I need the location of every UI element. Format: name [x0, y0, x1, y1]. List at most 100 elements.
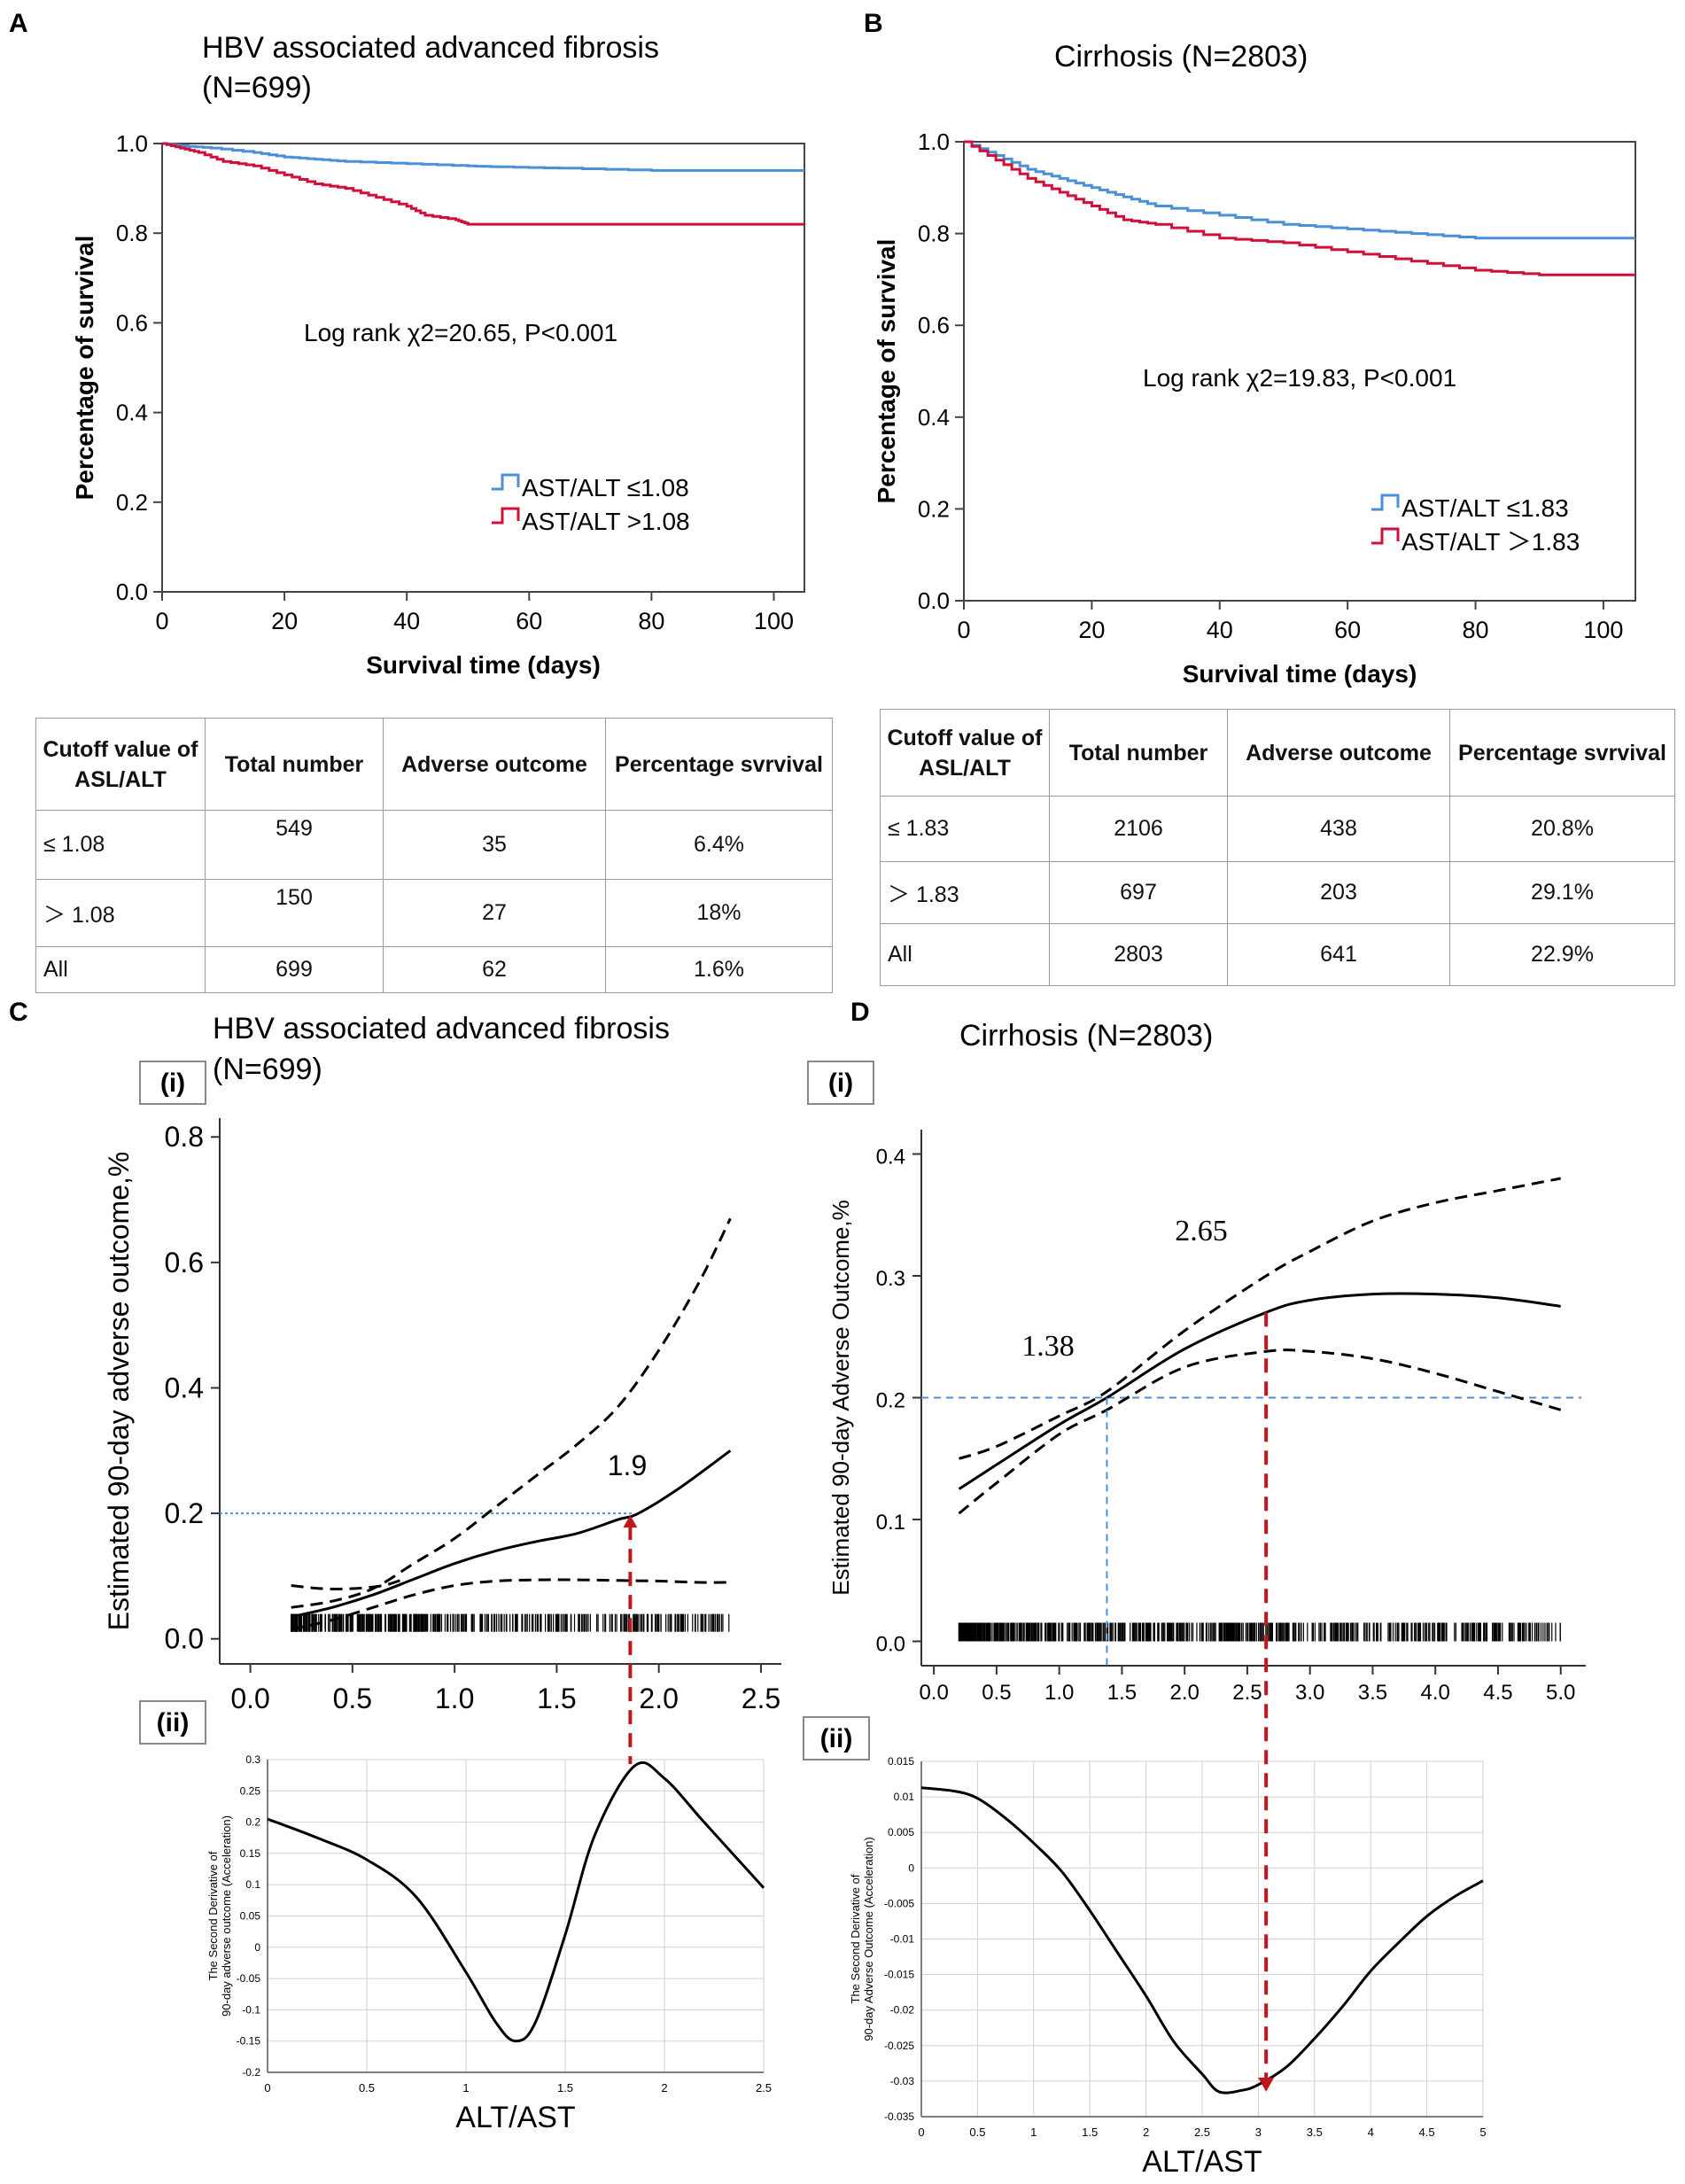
table-row: ≤ 1.08 549 35 6.4%	[35, 810, 833, 880]
x-tick-label: 2	[661, 2081, 667, 2095]
table-row: All 2803 641 22.9%	[880, 923, 1675, 986]
sub-label-c-ii: (ii)	[139, 1700, 206, 1745]
x-tick-label: 2.5	[742, 1683, 780, 1714]
x-tick-label: 4.5	[1483, 1681, 1512, 1705]
y-tick-label: 0.2	[165, 1497, 204, 1529]
sub-label-d-ii-text: (ii)	[820, 1724, 853, 1753]
x-tick-label: 0	[155, 608, 168, 634]
sub-label-c-i: (i)	[139, 1061, 206, 1105]
x-tick-label: 0.5	[359, 2081, 375, 2095]
y-tick-label: 0.4	[116, 400, 148, 426]
panel-a-title-line1: HBV associated advanced fibrosis	[202, 31, 659, 65]
table-cell: 6.4%	[605, 810, 833, 880]
x-tick-label: 0.0	[919, 1681, 948, 1705]
x-tick-label: 1.5	[1082, 2126, 1098, 2139]
y-tick-label: 0.0	[876, 1633, 905, 1657]
estimate-line	[291, 1450, 732, 1619]
y-tick-label: 0.1	[245, 1878, 260, 1891]
x-tick-label: 40	[393, 608, 420, 634]
threshold-arrow-c-head	[623, 1515, 638, 1528]
y-tick-label: 0.01	[894, 1791, 915, 1803]
threshold-arrow-d-head	[1258, 2077, 1275, 2092]
panel-b-title-line1: Cirrhosis (N=2803)	[1054, 40, 1308, 74]
table-a-header-adverse: Adverse outcome	[383, 718, 606, 811]
x-tick-label: 2.5	[1194, 2126, 1210, 2139]
y-tick-label: 0.2	[876, 1389, 905, 1413]
table-cell: 697	[1049, 861, 1228, 924]
ci-line	[291, 1577, 404, 1590]
table-cell: ＞ 1.08	[35, 879, 206, 947]
x-tick-label: 1.0	[435, 1683, 474, 1714]
ci-line	[291, 1217, 732, 1609]
x-tick-label: 1.5	[1107, 1681, 1137, 1705]
y-tick-label: 0.1	[876, 1511, 905, 1535]
table-cell: 699	[205, 946, 384, 993]
x-tick-label: 0.5	[982, 1681, 1011, 1705]
y-tick-label: -0.035	[884, 2110, 914, 2123]
x-tick-label: 100	[754, 608, 794, 634]
y-tick-label: 0.3	[876, 1267, 905, 1291]
plot-frame	[161, 143, 805, 593]
y-tick-label: 0.2	[918, 495, 950, 522]
y-tick-label: 0.25	[240, 1784, 261, 1797]
x-tick-label: 2.5	[756, 2081, 772, 2095]
y-tick-label: -0.2	[242, 2066, 260, 2079]
y-tick-label: 0.15	[240, 1847, 261, 1860]
x-tick-label: 0	[918, 2126, 924, 2139]
panel-d-title-line1: Cirrhosis (N=2803)	[959, 1019, 1213, 1053]
table-row: ＞ 1.83 697 203 29.1%	[880, 861, 1675, 924]
panel-c-title-line1: HBV associated advanced fibrosis	[213, 1012, 670, 1045]
y-tick-label: 0.4	[165, 1372, 204, 1403]
y-tick-label: -0.005	[884, 1897, 914, 1909]
x-tick-label: 2	[1143, 2126, 1149, 2139]
legend-label: AST/ALT ≤1.08	[522, 474, 689, 501]
y-tick-label: -0.1	[242, 2003, 260, 2016]
estimate-line	[958, 1292, 1561, 1490]
y-tick-label: -0.015	[884, 1969, 914, 1981]
y-tick-label: -0.01	[890, 1933, 915, 1946]
x-tick-label: 4	[1368, 2126, 1374, 2139]
table-a-header-row: Cutoff value of ASL/ALT Total number Adv…	[35, 718, 833, 811]
y-tick-label: 0.6	[116, 309, 148, 336]
y-tick-label: -0.02	[890, 2004, 915, 2017]
legend-swatch	[492, 507, 520, 525]
table-b-header-row: Cutoff value of ASL/ALT Total number Adv…	[880, 709, 1675, 797]
y-tick-label: 0.005	[888, 1826, 914, 1838]
x-tick-label: 40	[1207, 617, 1233, 643]
x-tick-label: 60	[1334, 617, 1361, 643]
chart-c-ii-second-derivative: 0 0.5 1 1.5 2 2.5 -0.2 -0.15 -0.1 -0.05 0 0.05 0.1 0.…	[206, 1753, 772, 2134]
y-tick-label: 1.0	[918, 128, 950, 155]
sub-label-d-ii: (ii)	[803, 1716, 870, 1760]
table-cell: 2106	[1049, 796, 1228, 862]
table-cell: 22.9%	[1449, 923, 1675, 986]
ci-line	[959, 1177, 1561, 1460]
y-tick-label: 1.0	[116, 130, 148, 157]
sub-label-c-i-text: (i)	[160, 1069, 185, 1098]
y-tick-label: 0.2	[116, 489, 148, 516]
survival-line-low	[162, 142, 804, 172]
x-tick-label: 20	[271, 608, 298, 634]
x-axis-label: Survival time (days)	[1183, 660, 1417, 688]
y-tick-label: 0.4	[918, 404, 950, 431]
table-row: All 699 62 1.6%	[35, 946, 833, 993]
y-tick-label: -0.05	[237, 1972, 261, 1985]
sub-label-d-i: (i)	[807, 1061, 874, 1105]
y-tick-label: 0.0	[116, 579, 148, 605]
legend-swatch	[1371, 494, 1400, 511]
survival-line-high	[964, 140, 1635, 276]
y-tick-label: 0	[254, 1941, 260, 1954]
table-cell: 150	[205, 879, 384, 947]
x-tick-label: 100	[1583, 617, 1623, 643]
threshold-label-2.65: 2.65	[1175, 1215, 1228, 1247]
sub-label-c-ii-text: (ii)	[157, 1708, 190, 1737]
table-cell: 641	[1227, 923, 1450, 986]
x-tick-label: 5	[1479, 2126, 1486, 2139]
second-derivative-curve	[920, 1786, 1484, 2095]
x-tick-label: 1	[462, 2081, 469, 2095]
y-axis-label-line2: 90-day Adverse Outcome (Acceleration)	[862, 1837, 875, 2041]
survival-line-low	[964, 140, 1635, 240]
chart-d-i-estimated-outcome: 0.0 0.1 0.2 0.3 0.4 0.0 0.5 1.0 1.5 2.0 2.5 3.0 3.5 4…	[827, 1130, 1586, 1705]
x-axis-label: ALT/AST	[1142, 2145, 1262, 2179]
logrank-annotation: Log rank χ2=19.83, P<0.001	[1143, 364, 1456, 392]
x-tick-label: 0.0	[230, 1683, 269, 1714]
